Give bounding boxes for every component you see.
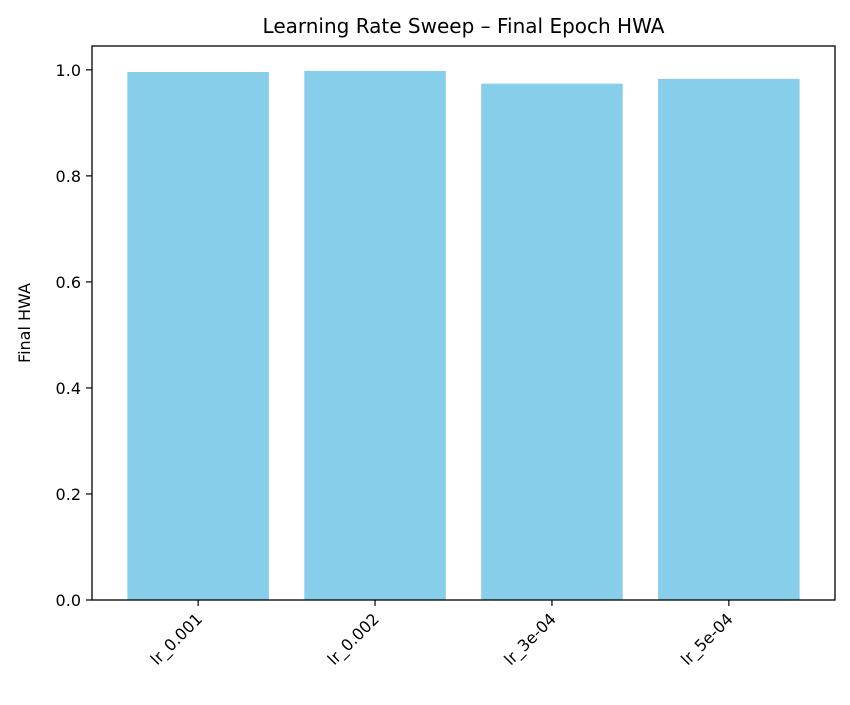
bar-lr_0.002 <box>304 70 446 601</box>
bar-lr_0.001 <box>127 71 269 601</box>
y-tick-label: 0.4 <box>56 379 81 398</box>
bars <box>127 70 800 601</box>
y-tick-label: 0.6 <box>56 273 81 292</box>
y-tick-label: 0.2 <box>56 485 81 504</box>
y-axis-ticks: 0.0 0.2 0.4 0.6 0.8 1.0 <box>56 61 92 610</box>
chart-title: Learning Rate Sweep – Final Epoch HWA <box>263 14 665 38</box>
y-tick-label: 0.8 <box>56 167 81 186</box>
y-tick-label: 1.0 <box>56 61 81 80</box>
y-tick-label: 0.0 <box>56 591 81 610</box>
bar-lr_3e-04 <box>481 83 623 600</box>
plot-frame <box>91 45 836 601</box>
bar-lr_5e-04 <box>658 78 800 601</box>
y-axis-label: Final HWA <box>15 283 34 363</box>
